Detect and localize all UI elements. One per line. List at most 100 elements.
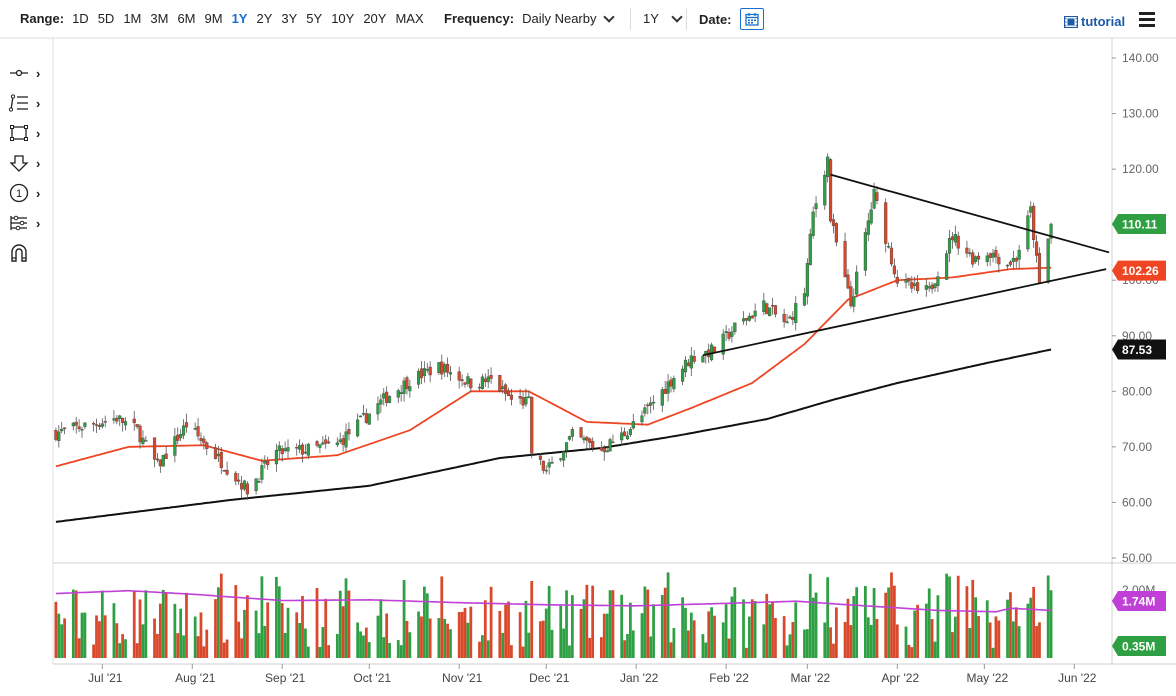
volume-bar bbox=[385, 613, 389, 658]
indicators-icon bbox=[10, 215, 27, 231]
ma200-layer bbox=[55, 348, 1052, 523]
time-tick-label: Jul '21 bbox=[88, 671, 123, 685]
range-3y[interactable]: 3Y bbox=[281, 11, 298, 26]
volume-bar bbox=[382, 637, 386, 658]
range-1d[interactable]: 1D bbox=[72, 11, 89, 26]
volume-bar bbox=[103, 615, 107, 658]
candle-body bbox=[408, 386, 412, 392]
tool-annotation[interactable]: 1 › bbox=[8, 178, 52, 208]
tool-shapes[interactable]: › bbox=[8, 118, 52, 148]
volume-bar bbox=[518, 612, 522, 658]
trendlines-layer bbox=[702, 173, 1110, 357]
period-select[interactable]: 1Y bbox=[643, 11, 659, 26]
volume-bar bbox=[832, 643, 835, 658]
candle-body bbox=[364, 413, 368, 423]
volume-bar bbox=[672, 628, 676, 658]
volume-bar bbox=[936, 595, 940, 658]
candle-body bbox=[77, 426, 81, 430]
range-5d[interactable]: 5D bbox=[97, 11, 115, 26]
chevron-right-icon[interactable]: › bbox=[36, 65, 41, 81]
volume-bar bbox=[591, 585, 595, 658]
volume-bar bbox=[132, 590, 136, 658]
tool-crosshair[interactable]: › bbox=[8, 58, 52, 88]
volume-bar bbox=[179, 608, 183, 658]
volume-bar bbox=[237, 621, 241, 658]
candles-layer bbox=[54, 153, 1053, 500]
tool-magnet[interactable] bbox=[8, 238, 52, 268]
volume-bar bbox=[457, 612, 461, 658]
tool-indicators[interactable]: › bbox=[8, 208, 52, 238]
candle-body bbox=[666, 381, 670, 394]
volume-bar bbox=[710, 607, 713, 658]
candle-body bbox=[950, 236, 955, 241]
volume-bar bbox=[463, 607, 467, 658]
candle-body bbox=[1017, 249, 1021, 260]
volume-bar bbox=[234, 585, 238, 658]
calendar-button[interactable] bbox=[739, 8, 764, 30]
candle-body bbox=[173, 436, 177, 456]
chevron-right-icon[interactable]: › bbox=[36, 155, 41, 171]
time-tick-label: Apr '22 bbox=[881, 671, 919, 685]
menu-icon[interactable] bbox=[1139, 12, 1155, 30]
range-20y[interactable]: 20Y bbox=[363, 11, 387, 26]
candle-body bbox=[489, 375, 493, 379]
chevron-right-icon[interactable]: › bbox=[36, 215, 41, 231]
time-tick-label: Nov '21 bbox=[442, 671, 483, 685]
range-10y[interactable]: 10Y bbox=[331, 11, 355, 26]
volume-bar bbox=[855, 587, 859, 658]
chevron-right-icon[interactable]: › bbox=[36, 125, 41, 141]
volume-bar bbox=[742, 599, 745, 658]
volume-bar bbox=[376, 615, 380, 658]
volume-bar bbox=[541, 620, 545, 658]
time-tick-label: Jun '22 bbox=[1058, 671, 1097, 685]
volume-bar bbox=[608, 590, 612, 658]
volume-bar bbox=[144, 590, 148, 658]
range-3m[interactable]: 3M bbox=[150, 11, 169, 26]
range-max[interactable]: MAX bbox=[395, 11, 424, 26]
range-1y[interactable]: 1Y bbox=[231, 11, 248, 26]
candle-body bbox=[1011, 258, 1015, 262]
volume-bar bbox=[280, 603, 284, 658]
range-2y[interactable]: 2Y bbox=[256, 11, 273, 26]
candle-body bbox=[405, 377, 409, 390]
volume-bar bbox=[628, 602, 632, 658]
volume-bar bbox=[1046, 575, 1050, 658]
price-tick-label: 140.00 bbox=[1122, 51, 1159, 65]
candle-body bbox=[135, 424, 139, 427]
range-6m[interactable]: 6M bbox=[177, 11, 196, 26]
volume-bar bbox=[77, 638, 81, 658]
range-5y[interactable]: 5Y bbox=[306, 11, 323, 26]
frequency-select[interactable]: Daily Nearby bbox=[522, 11, 597, 26]
candle-body bbox=[608, 439, 612, 452]
candle-body bbox=[689, 355, 693, 369]
candle-body bbox=[97, 425, 102, 427]
price-tick-label: 80.00 bbox=[1122, 384, 1152, 398]
candle-body bbox=[387, 396, 392, 403]
volume-bar bbox=[872, 587, 876, 658]
candle-body bbox=[152, 437, 157, 460]
volume-bar bbox=[63, 618, 66, 658]
tutorial-link[interactable]: tutorial bbox=[1064, 14, 1125, 29]
chevron-right-icon[interactable]: › bbox=[36, 95, 41, 111]
tool-arrow[interactable]: › bbox=[8, 148, 52, 178]
tool-lines[interactable]: › bbox=[8, 88, 52, 118]
range-1m[interactable]: 1M bbox=[123, 11, 142, 26]
candle-body bbox=[997, 257, 1001, 265]
candle-body bbox=[947, 237, 952, 254]
candle-body bbox=[669, 379, 673, 387]
volume-bar bbox=[1011, 621, 1015, 658]
chevron-right-icon[interactable]: › bbox=[36, 185, 41, 201]
candle-body bbox=[889, 247, 894, 265]
arrow-down-icon bbox=[9, 155, 29, 172]
support-trendline bbox=[702, 268, 1107, 357]
candle-body bbox=[469, 378, 473, 389]
volume-bar bbox=[214, 599, 217, 658]
volume-bar bbox=[486, 640, 490, 658]
candle-body bbox=[562, 451, 566, 461]
volume-bar bbox=[481, 635, 484, 658]
range-9m[interactable]: 9M bbox=[204, 11, 223, 26]
candle-body bbox=[437, 362, 441, 374]
volume-bar bbox=[315, 588, 319, 658]
volume-bar bbox=[1029, 597, 1033, 658]
